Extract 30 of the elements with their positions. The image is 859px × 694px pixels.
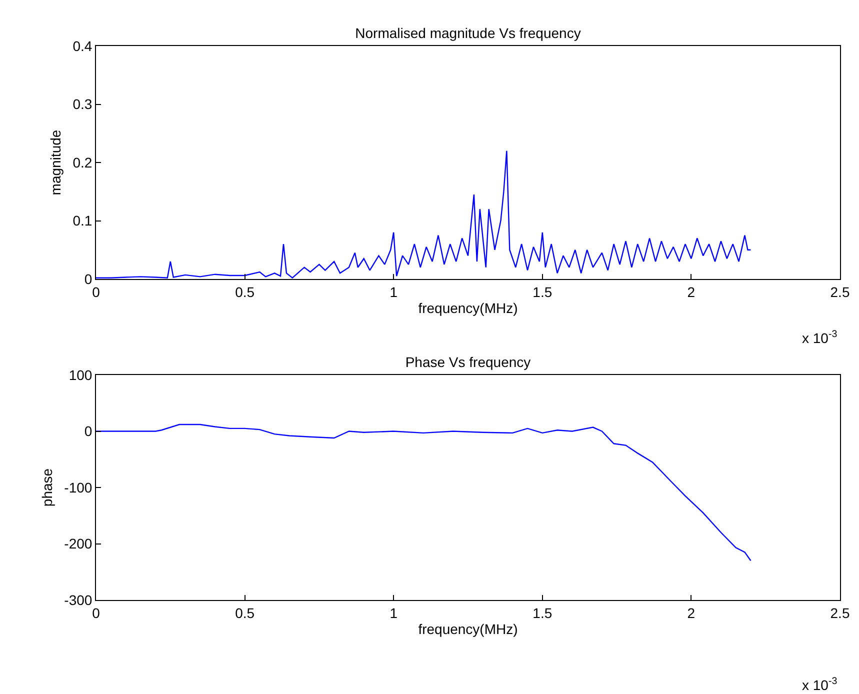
- x-tick-label: 2: [687, 284, 696, 300]
- x-tick-label: 1: [390, 604, 398, 621]
- text: x 10$^{-3}$: [802, 329, 838, 346]
- x-axis-title: frequency(MHz): [418, 300, 518, 316]
- y-tick-label: 0: [84, 423, 92, 440]
- y-axis-title: phase: [38, 468, 55, 507]
- chart-title: Normalised magnitude Vs frequency: [355, 25, 581, 41]
- y-tick-label: 100: [68, 366, 92, 383]
- y-tick-label: 0.2: [72, 154, 92, 170]
- x-tick-label: 2.5: [830, 284, 850, 300]
- y-tick-label: 0.3: [72, 96, 92, 112]
- y-axis-title: magnitude: [47, 130, 64, 196]
- x-tick-label: 2: [687, 604, 696, 621]
- line-series: [96, 424, 752, 562]
- x-tick-label: 1: [390, 284, 398, 300]
- chart-title: Phase Vs frequency: [405, 354, 531, 370]
- text: x 10$^{-3}$: [802, 676, 838, 693]
- y-tick-label: -200: [64, 536, 92, 552]
- y-tick-label: 0.1: [72, 212, 92, 229]
- y-tick-label: -100: [64, 479, 92, 496]
- x-tick-label: 0.5: [235, 604, 255, 621]
- y-tick-label: 0.4: [72, 38, 92, 54]
- y-tick-label: 0: [84, 270, 92, 287]
- x-tick-label: 1.5: [532, 604, 552, 621]
- y-tick-label: -300: [64, 592, 92, 608]
- x-axis-title: frequency(MHz): [418, 621, 518, 638]
- x-tick-label: 1.5: [532, 284, 552, 300]
- x-tick-label: 0.5: [235, 284, 255, 300]
- line-series: [96, 150, 752, 278]
- x-tick-label: 2.5: [830, 604, 850, 621]
